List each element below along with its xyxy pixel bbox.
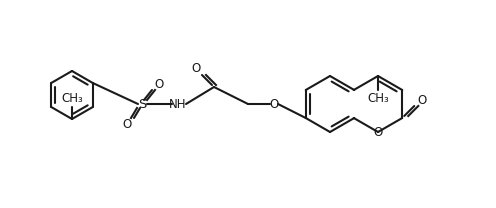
Text: CH₃: CH₃ — [61, 92, 83, 105]
Text: O: O — [191, 62, 200, 76]
Text: O: O — [373, 125, 382, 139]
Text: NH: NH — [169, 98, 187, 110]
Text: S: S — [138, 98, 146, 110]
Text: O: O — [418, 94, 427, 108]
Text: O: O — [123, 118, 131, 130]
Text: O: O — [269, 98, 279, 110]
Text: O: O — [154, 78, 164, 90]
Text: CH₃: CH₃ — [367, 92, 389, 105]
